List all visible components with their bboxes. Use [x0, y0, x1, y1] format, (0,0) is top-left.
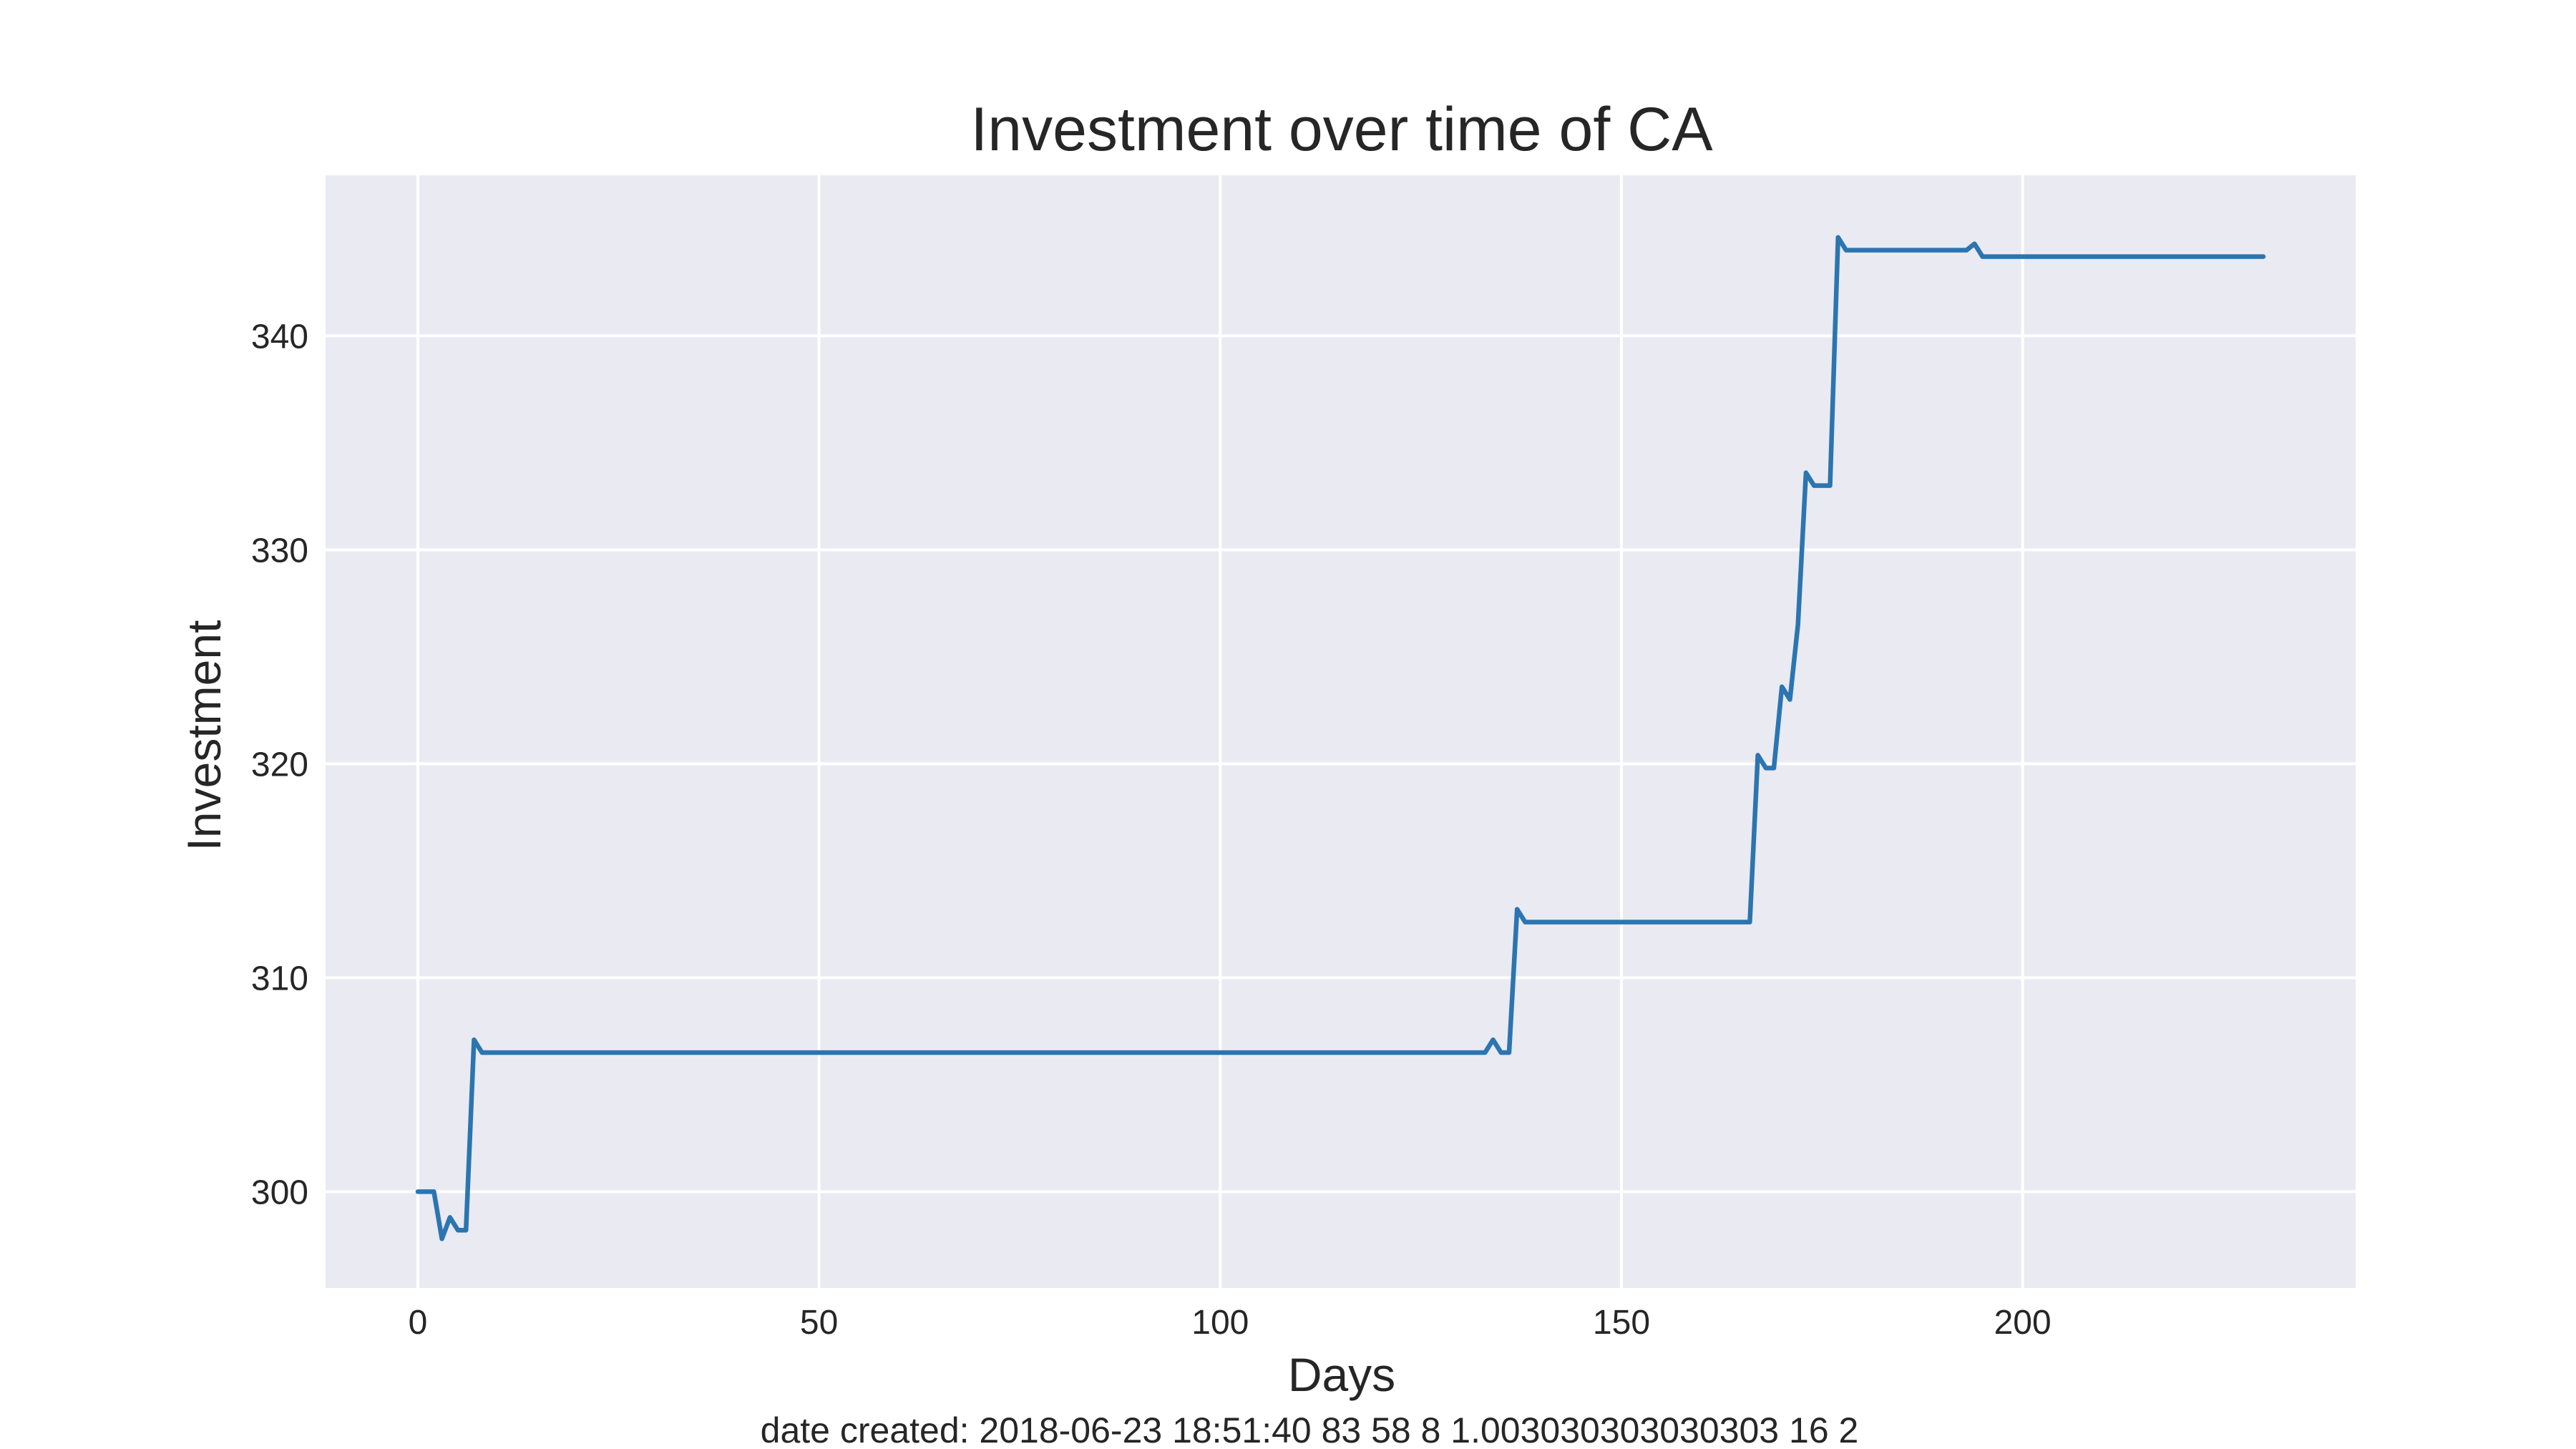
footer-caption: date created: 2018-06-23 18:51:40 83 58 …: [761, 1410, 1859, 1449]
x-tick-labels: 0 50 100 150 200: [409, 1304, 2051, 1342]
series-layer: [415, 235, 2266, 1241]
x-tick-label: 0: [409, 1304, 428, 1342]
y-tick-label: 320: [251, 746, 308, 784]
x-axis-label: Days: [1288, 1348, 1395, 1401]
y-tick-labels: 300 310 320 330 340: [251, 318, 308, 1211]
x-tick-label: 200: [1994, 1304, 2051, 1342]
y-tick-label: 310: [251, 960, 308, 997]
x-tick-label: 50: [800, 1304, 838, 1342]
y-tick-label: 340: [251, 318, 308, 356]
y-tick-label: 330: [251, 532, 308, 570]
investment-series-line: [415, 235, 2266, 1241]
x-tick-label: 150: [1593, 1304, 1650, 1342]
plot-area: [326, 175, 2356, 1288]
y-tick-label: 300: [251, 1174, 308, 1211]
chart-title: Investment over time of CA: [970, 95, 1713, 164]
y-axis-label: Investment: [177, 620, 230, 852]
x-tick-label: 100: [1191, 1304, 1249, 1342]
grid: [326, 175, 2356, 1288]
